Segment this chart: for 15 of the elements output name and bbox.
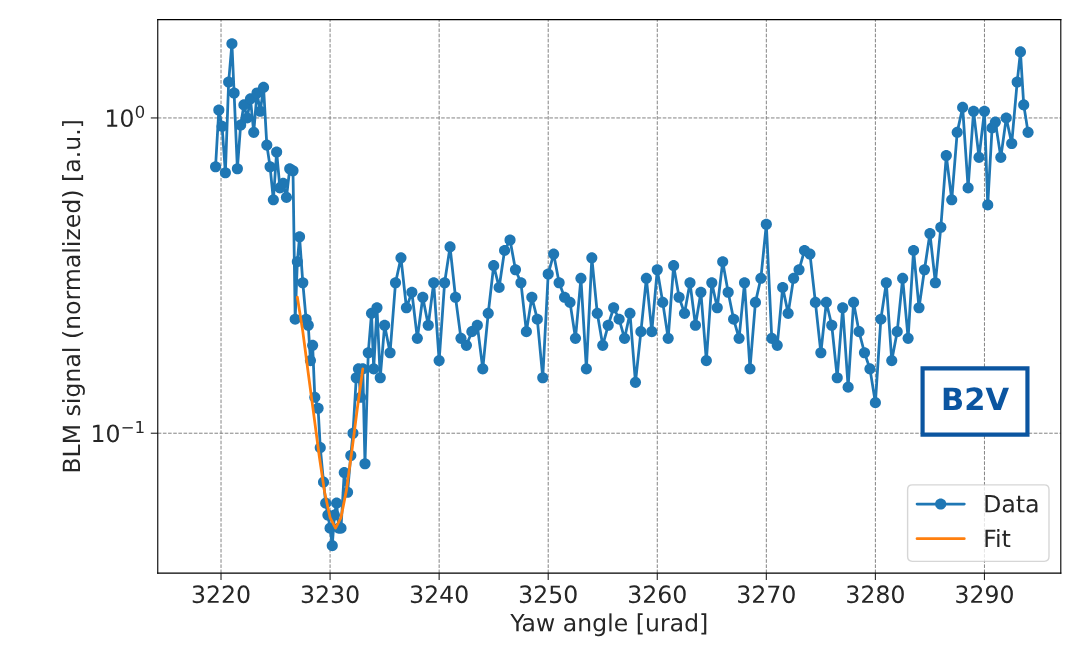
x-axis-title: Yaw angle [urad] — [510, 613, 707, 637]
x-tick-label: 3290 — [956, 585, 1013, 604]
x-tick-label: 3220 — [192, 585, 250, 604]
x-tick-label: 3240 — [410, 585, 468, 604]
legend-label: Data — [985, 495, 1038, 513]
x-tick-label: 3230 — [301, 585, 359, 604]
legend-label: Fit — [985, 529, 1011, 547]
x-tick-label: 3270 — [738, 585, 795, 604]
annotation: B2V — [943, 387, 1009, 410]
x-tick-label: 3260 — [629, 585, 686, 604]
y-axis-title: BLM signal (normalized) [a.u.] — [62, 121, 85, 472]
y-tick-label: 10$^{0}$ — [106, 105, 145, 128]
y-tick-label: 10$^{−1}$ — [93, 420, 144, 443]
x-tick-label: 3280 — [847, 585, 904, 604]
x-tick-label: 3250 — [519, 585, 577, 604]
